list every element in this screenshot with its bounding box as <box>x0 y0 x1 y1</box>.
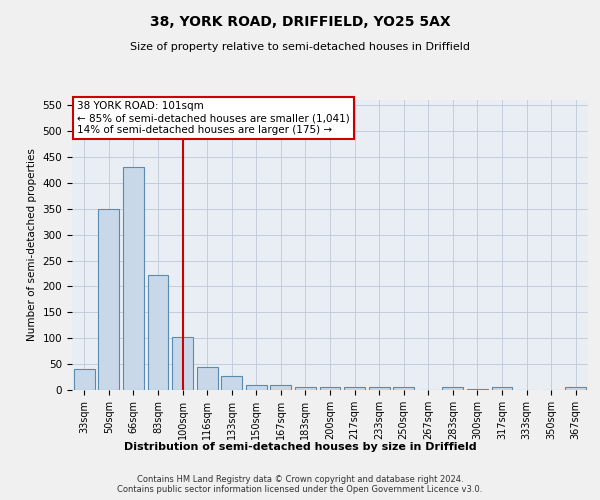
Bar <box>197 366 218 390</box>
Text: 38 YORK ROAD: 101sqm
← 85% of semi-detached houses are smaller (1,041)
14% of se: 38 YORK ROAD: 101sqm ← 85% of semi-detac… <box>77 102 350 134</box>
Bar <box>295 387 316 390</box>
Bar <box>74 370 95 390</box>
Bar <box>368 388 389 390</box>
Text: Size of property relative to semi-detached houses in Driffield: Size of property relative to semi-detach… <box>130 42 470 52</box>
Bar <box>148 275 169 390</box>
Bar <box>123 168 144 390</box>
Bar <box>271 385 292 390</box>
Bar <box>98 209 119 390</box>
Bar <box>467 389 488 390</box>
Bar <box>393 388 414 390</box>
Bar <box>491 388 512 390</box>
Text: 38, YORK ROAD, DRIFFIELD, YO25 5AX: 38, YORK ROAD, DRIFFIELD, YO25 5AX <box>149 15 451 29</box>
Bar <box>246 385 267 390</box>
Bar <box>565 388 586 390</box>
Bar <box>320 387 340 390</box>
Text: Contains HM Land Registry data © Crown copyright and database right 2024.
Contai: Contains HM Land Registry data © Crown c… <box>118 475 482 494</box>
Bar <box>221 376 242 390</box>
Bar <box>442 388 463 390</box>
Y-axis label: Number of semi-detached properties: Number of semi-detached properties <box>27 148 37 342</box>
Bar <box>172 336 193 390</box>
Bar <box>344 388 365 390</box>
Text: Distribution of semi-detached houses by size in Driffield: Distribution of semi-detached houses by … <box>124 442 476 452</box>
